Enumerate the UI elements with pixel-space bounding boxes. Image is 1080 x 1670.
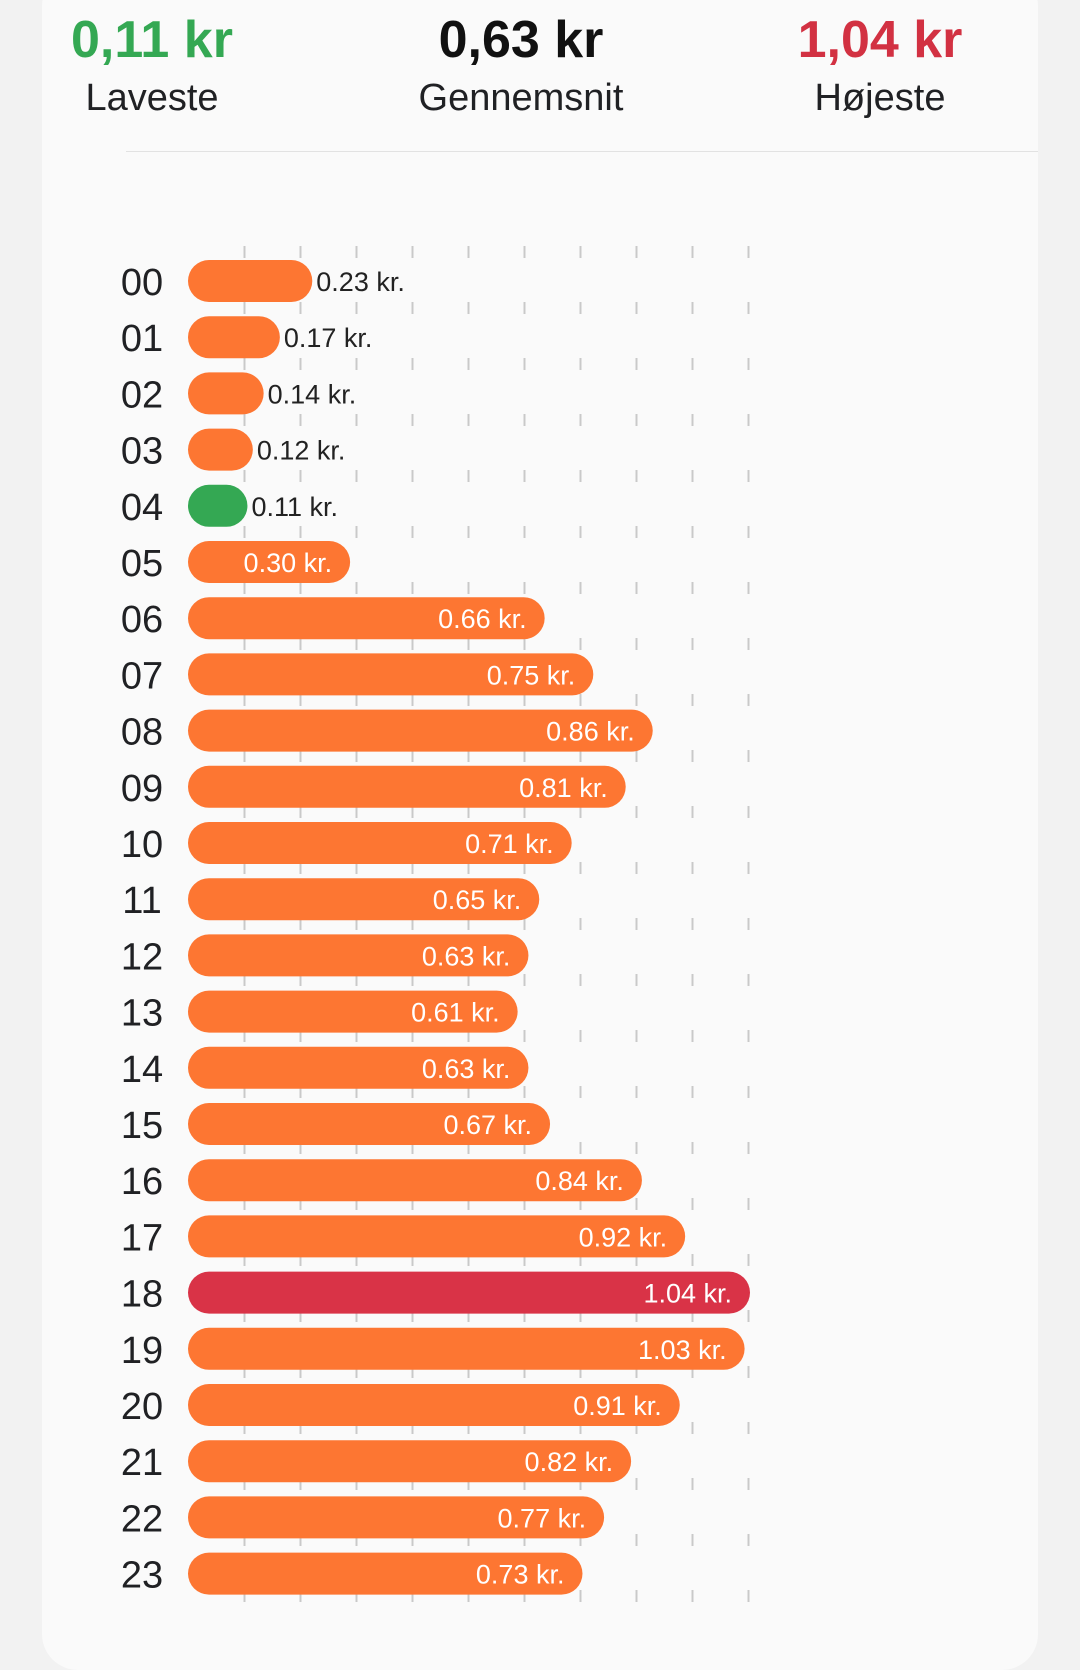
price-value-label: 0.75 kr. [487, 660, 576, 690]
hour-label: 08 [121, 712, 163, 754]
price-bar [188, 934, 529, 977]
hour-label: 11 [122, 880, 161, 922]
hour-label: 19 [121, 1330, 163, 1372]
hour-label: 22 [121, 1498, 163, 1540]
highest-price-value: 1,04 kr [797, 11, 963, 69]
hour-label: 15 [121, 1105, 163, 1147]
price-value-label: 1.03 kr. [638, 1335, 727, 1365]
hour-label: 10 [121, 824, 163, 866]
price-value-label: 0.17 kr. [284, 323, 373, 353]
hourly-price-chart: 00 0.23 kr. 01 0.17 kr. 02 0.14 kr. 03 0.12 kr.… [121, 246, 750, 1605]
price-bar [188, 1327, 745, 1370]
price-value-label: 0.63 kr. [422, 1054, 511, 1084]
hour-label: 04 [121, 487, 163, 529]
hour-label: 23 [121, 1555, 163, 1597]
price-value-label: 0.11 kr. [251, 492, 338, 522]
hour-label: 01 [121, 318, 163, 360]
hour-label: 16 [121, 1161, 163, 1203]
average-price-stat: 0,63 kr Gennemsnit [371, 10, 671, 124]
hour-label: 09 [121, 768, 163, 810]
hour-label: 12 [121, 936, 163, 978]
price-bar-highest [188, 1271, 750, 1314]
price-bar [188, 1159, 642, 1202]
price-bar [188, 1496, 605, 1539]
price-bar [188, 822, 572, 864]
highest-price-stat: 1,04 kr Højeste [730, 10, 1030, 124]
price-value-label: 0.66 kr. [438, 604, 527, 634]
hour-label: 14 [121, 1049, 163, 1091]
grid-lines [243, 246, 750, 1605]
price-value-label: 0.67 kr. [443, 1110, 532, 1140]
hour-label: 03 [121, 431, 163, 473]
hour-label: 21 [121, 1442, 163, 1484]
hour-label: 05 [121, 543, 163, 585]
lowest-price-stat: 0,11 kr Laveste [2, 10, 302, 124]
price-value-label: 1.04 kr. [643, 1279, 732, 1309]
average-price-label: Gennemsnit [418, 77, 624, 119]
highest-price-label: Højeste [814, 77, 946, 119]
hour-label: 00 [121, 262, 163, 304]
price-bar [188, 1440, 632, 1483]
hour-label: 07 [121, 655, 163, 697]
price-bar [188, 765, 626, 808]
lowest-price-value: 0,11 kr [71, 11, 233, 69]
price-value-label: 0.23 kr. [316, 267, 405, 297]
price-value-label: 0.30 kr. [244, 548, 333, 578]
price-value-label: 0.92 kr. [579, 1222, 668, 1252]
price-bar [188, 1103, 551, 1145]
price-bar [188, 1046, 529, 1089]
price-value-label: 0.77 kr. [498, 1503, 587, 1533]
price-bar [188, 372, 264, 415]
price-value-label: 0.14 kr. [268, 379, 357, 409]
price-value-label: 0.82 kr. [525, 1447, 614, 1477]
price-value-label: 0.12 kr. [257, 436, 346, 466]
price-bar [188, 541, 351, 583]
hour-label: 02 [121, 374, 163, 416]
price-value-label: 0.91 kr. [573, 1391, 662, 1421]
hour-label: 20 [121, 1386, 163, 1428]
price-value-label: 0.86 kr. [546, 717, 635, 747]
hour-label: 06 [121, 599, 163, 641]
hour-label: 18 [121, 1274, 163, 1316]
price-bar [188, 1215, 686, 1258]
price-value-label: 0.61 kr. [411, 998, 500, 1028]
price-bar [188, 990, 518, 1033]
price-bar [188, 316, 280, 359]
price-bar [188, 878, 540, 921]
lowest-price-label: Laveste [85, 77, 219, 119]
price-value-label: 0.81 kr. [519, 773, 608, 803]
price-bar [188, 260, 313, 302]
hour-label: 13 [121, 993, 163, 1035]
price-value-label: 0.63 kr. [422, 941, 511, 971]
price-bar [188, 1552, 583, 1595]
average-price-value: 0,63 kr [438, 11, 604, 69]
price-value-label: 0.73 kr. [476, 1560, 565, 1590]
price-bar [188, 597, 545, 640]
hour-label: 17 [121, 1217, 163, 1259]
price-value-label: 0.84 kr. [535, 1166, 624, 1196]
price-bar-lowest [188, 484, 248, 527]
price-summary: 0,11 kr Laveste 0,63 kr Gennemsnit 1,04 … [42, 10, 1038, 160]
summary-divider [126, 151, 1038, 152]
price-bar [188, 653, 594, 696]
price-bar [188, 1384, 680, 1426]
price-bar [188, 709, 653, 752]
price-value-label: 0.71 kr. [465, 829, 554, 859]
price-bar [188, 428, 253, 471]
price-value-label: 0.65 kr. [433, 885, 522, 915]
